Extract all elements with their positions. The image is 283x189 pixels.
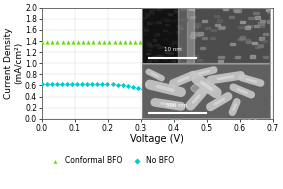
X-axis label: Voltage (V): Voltage (V) xyxy=(130,134,184,144)
Point xyxy=(65,82,69,85)
Point xyxy=(86,40,91,43)
Point xyxy=(154,41,158,44)
Point xyxy=(126,84,130,87)
Point xyxy=(122,40,127,43)
Point xyxy=(143,41,147,44)
Point xyxy=(121,84,125,87)
Point xyxy=(40,40,44,43)
Point xyxy=(112,40,117,43)
Point xyxy=(81,40,85,43)
Point xyxy=(146,90,150,93)
Point xyxy=(231,83,236,86)
Point xyxy=(149,41,153,44)
Point xyxy=(80,82,84,85)
Point xyxy=(176,117,181,120)
Point xyxy=(138,41,142,44)
Point xyxy=(195,46,200,50)
Point xyxy=(111,83,115,86)
Point xyxy=(127,40,132,43)
Point xyxy=(100,82,105,85)
Point xyxy=(253,117,257,120)
Point xyxy=(133,41,138,44)
Point xyxy=(242,115,246,118)
Point xyxy=(90,82,95,85)
Point xyxy=(164,42,169,45)
Point xyxy=(141,88,145,91)
Point xyxy=(206,51,210,54)
Point xyxy=(169,42,174,45)
Point xyxy=(107,40,111,43)
Point xyxy=(185,44,190,47)
Point xyxy=(45,82,49,85)
Point xyxy=(60,82,64,85)
Point xyxy=(40,82,44,85)
Point xyxy=(116,83,120,86)
Point xyxy=(211,54,215,57)
Point xyxy=(156,97,160,100)
Point xyxy=(190,45,194,48)
Point xyxy=(70,40,75,43)
Point xyxy=(45,40,49,43)
Point xyxy=(158,41,163,44)
Point xyxy=(95,82,100,85)
Legend: Conformal BFO, No BFO: Conformal BFO, No BFO xyxy=(45,153,178,168)
Point xyxy=(174,42,179,45)
Point xyxy=(102,40,106,43)
Point xyxy=(226,73,231,76)
Point xyxy=(136,86,140,89)
Point xyxy=(166,110,170,113)
Point xyxy=(55,82,59,85)
Point xyxy=(247,117,252,120)
Point xyxy=(91,40,95,43)
Point xyxy=(97,40,101,43)
Y-axis label: Current Density
(mA/cm²): Current Density (mA/cm²) xyxy=(4,27,23,99)
Point xyxy=(117,40,122,43)
Point xyxy=(105,83,110,86)
Point xyxy=(151,93,155,96)
Point xyxy=(221,65,226,68)
Point xyxy=(85,82,89,85)
Point xyxy=(65,40,70,43)
Point xyxy=(70,82,74,85)
Point xyxy=(216,59,220,62)
Point xyxy=(60,40,65,43)
Point xyxy=(50,40,54,43)
Point xyxy=(201,49,205,52)
Point xyxy=(50,82,54,85)
Point xyxy=(131,85,135,88)
Point xyxy=(179,43,184,46)
Point xyxy=(75,82,80,85)
Point xyxy=(76,40,81,43)
Point xyxy=(55,40,59,43)
Point xyxy=(237,98,241,101)
Point xyxy=(161,102,166,105)
Point xyxy=(171,117,175,120)
